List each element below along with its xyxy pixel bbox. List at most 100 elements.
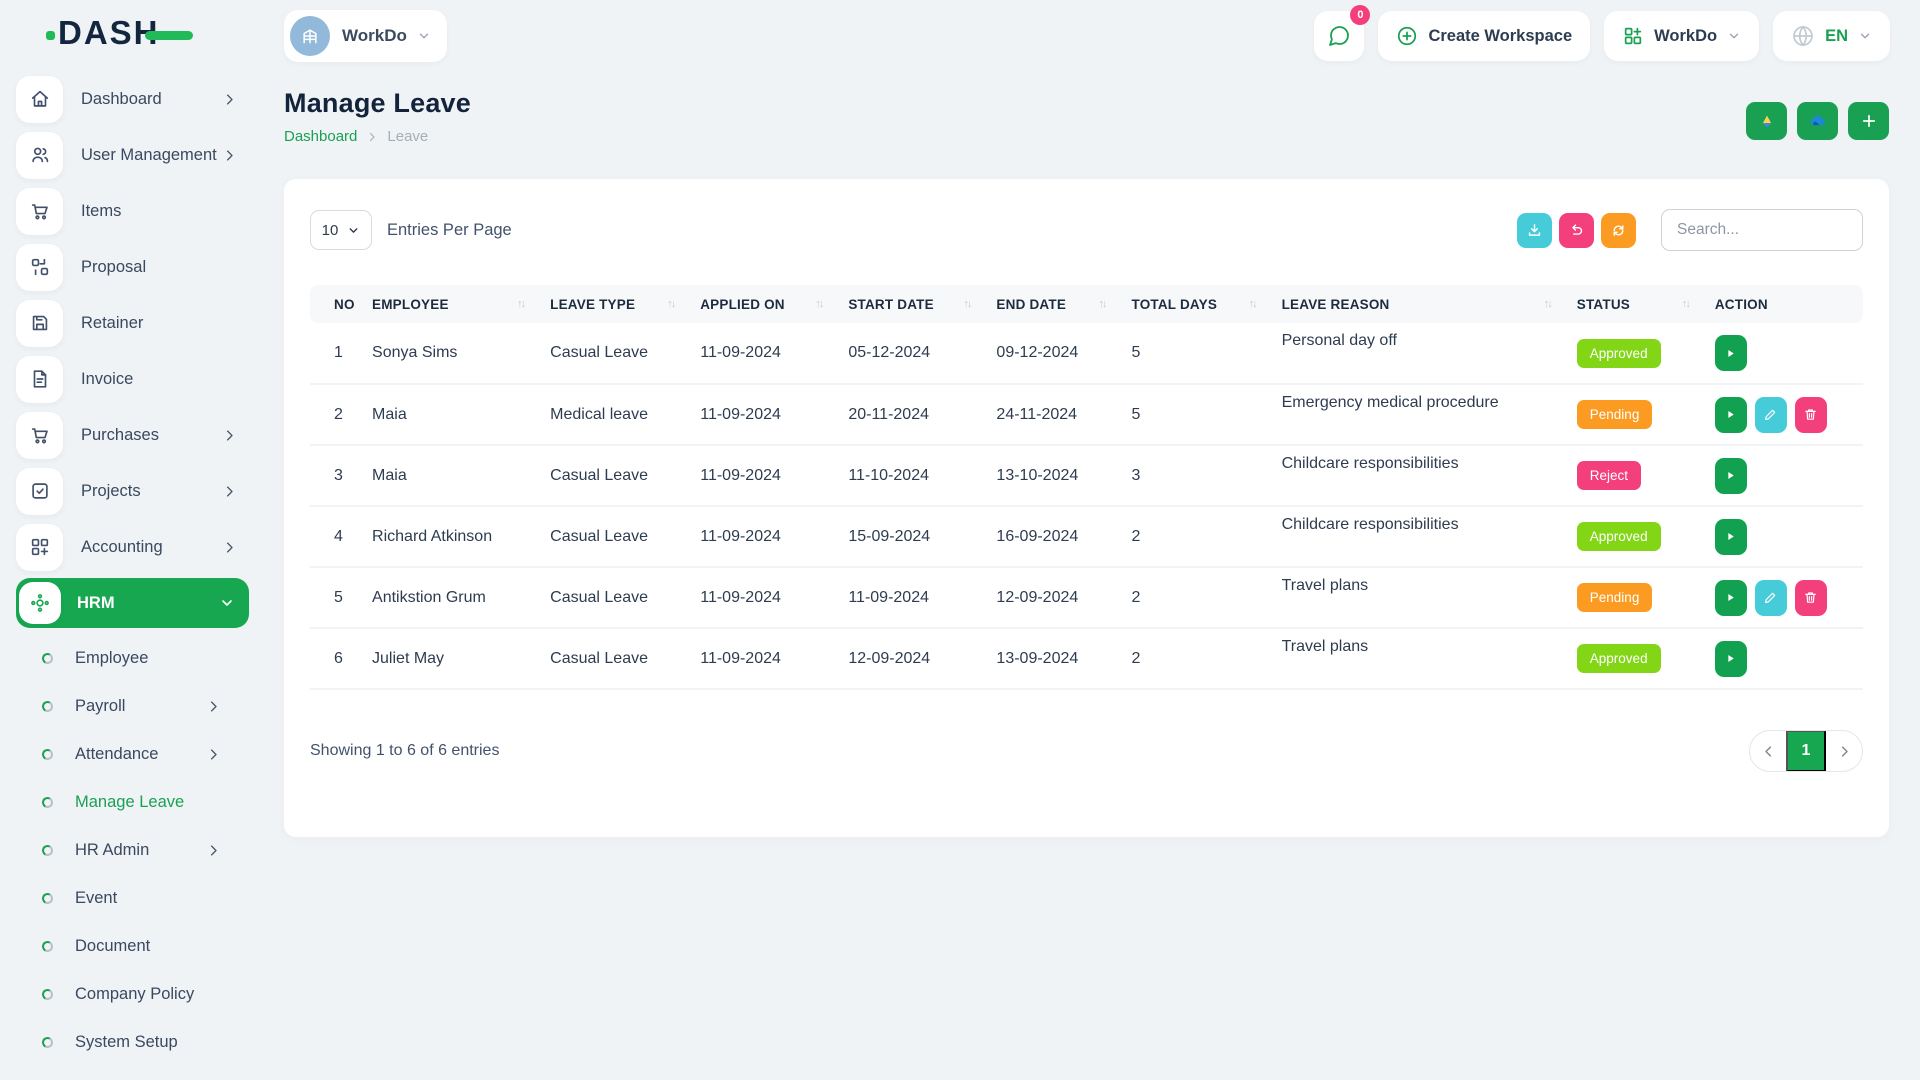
sidebar-item-items[interactable]: Items xyxy=(16,186,249,236)
pagination-next-button[interactable] xyxy=(1826,731,1862,771)
column-header-leave-type[interactable]: LEAVE TYPE ↑↓ xyxy=(538,285,689,323)
entries-per-page-label: Entries Per Page xyxy=(387,220,512,239)
sidebar-item-accounting[interactable]: Accounting xyxy=(16,522,249,572)
table-row: 3 Maia Casual Leave 11-09-2024 11-10-2024 13-… xyxy=(310,445,1863,507)
cell-total-days: 2 xyxy=(1119,506,1270,568)
workdo-menu-button[interactable]: WorkDo xyxy=(1604,11,1760,61)
chevron-right-icon xyxy=(1841,745,1848,757)
sidebar-subitem-system-setup[interactable]: System Setup xyxy=(16,1018,249,1066)
messages-button[interactable]: 0 xyxy=(1314,5,1371,61)
cell-no: 6 xyxy=(310,628,361,690)
cell-status: Pending xyxy=(1564,567,1703,629)
pagination-prev-button[interactable] xyxy=(1750,731,1786,771)
sidebar-item-purchases[interactable]: Purchases xyxy=(16,410,249,460)
onedrive-button[interactable] xyxy=(1797,102,1838,140)
sidebar-subitem-label: System Setup xyxy=(75,1032,178,1051)
cell-applied-on: 11-09-2024 xyxy=(688,567,837,629)
undo-icon xyxy=(1572,223,1583,235)
bullet-dot-icon xyxy=(40,795,55,809)
column-header-status[interactable]: STATUS ↑↓ xyxy=(1564,285,1703,323)
sidebar-subitem-label: Employee xyxy=(75,648,149,667)
view-leave-button[interactable] xyxy=(1714,518,1747,555)
sidebar-subitem-manage-leave[interactable]: Manage Leave xyxy=(16,778,249,826)
column-header-applied-on[interactable]: APPLIED ON ↑↓ xyxy=(688,285,837,323)
cell-no: 5 xyxy=(310,567,361,629)
cell-action xyxy=(1702,384,1863,446)
proposal-icon xyxy=(16,243,63,291)
sort-icon: ↑↓ xyxy=(517,298,526,310)
pencil-icon xyxy=(1763,407,1778,422)
brand-logo: DASH xyxy=(0,0,265,66)
breadcrumb-dashboard-link[interactable]: Dashboard xyxy=(284,128,358,145)
cell-action xyxy=(1702,628,1863,690)
chevron-right-icon xyxy=(222,428,237,443)
edit-leave-button[interactable] xyxy=(1754,396,1787,433)
export-download-button[interactable] xyxy=(1517,212,1552,248)
language-code: EN xyxy=(1825,26,1848,45)
pagination-page-1[interactable]: 1 xyxy=(1786,731,1826,771)
sidebar-subitem-employee[interactable]: Employee xyxy=(16,634,249,682)
sidebar-item-label: Proposal xyxy=(81,257,147,276)
cell-applied-on: 11-09-2024 xyxy=(688,506,837,568)
column-header-leave-reason[interactable]: LEAVE REASON ↑↓ xyxy=(1269,285,1565,323)
refresh-button[interactable] xyxy=(1601,212,1636,248)
sidebar-item-retainer[interactable]: Retainer xyxy=(16,298,249,348)
sidebar-subitem-label: Company Policy xyxy=(75,984,195,1003)
entries-per-page-select[interactable]: 10 xyxy=(310,210,372,250)
cell-employee: Maia xyxy=(360,445,539,507)
sidebar-item-hrm[interactable]: HRM xyxy=(16,578,249,628)
cell-applied-on: 11-09-2024 xyxy=(688,323,837,385)
edit-leave-button[interactable] xyxy=(1754,579,1787,616)
chevron-right-icon xyxy=(366,131,378,143)
sidebar-subitem-company-policy[interactable]: Company Policy xyxy=(16,970,249,1018)
language-selector[interactable]: EN xyxy=(1773,11,1890,61)
sidebar-subitem-payroll[interactable]: Payroll xyxy=(16,682,249,730)
cell-start-date: 12-09-2024 xyxy=(836,628,985,690)
messages-badge: 0 xyxy=(1350,5,1371,25)
sidebar-item-proposal[interactable]: Proposal xyxy=(16,242,249,292)
view-leave-button[interactable] xyxy=(1714,335,1747,371)
breadcrumb: Dashboard Leave xyxy=(284,128,471,145)
delete-leave-button[interactable] xyxy=(1794,396,1827,433)
view-leave-button[interactable] xyxy=(1714,457,1747,494)
column-header-end-date[interactable]: END DATE ↑↓ xyxy=(984,285,1120,323)
view-leave-button[interactable] xyxy=(1714,640,1747,677)
google-drive-button[interactable] xyxy=(1746,102,1787,140)
table-row: 1 Sonya Sims Casual Leave 11-09-2024 05-12-2… xyxy=(310,323,1863,385)
cell-applied-on: 11-09-2024 xyxy=(688,445,837,507)
column-header-employee[interactable]: EMPLOYEE ↑↓ xyxy=(360,285,539,323)
sidebar-item-projects[interactable]: Projects xyxy=(16,466,249,516)
cell-applied-on: 11-09-2024 xyxy=(688,384,837,446)
chevron-right-icon xyxy=(206,747,221,762)
undo-button[interactable] xyxy=(1559,212,1594,248)
sidebar-subitem-attendance[interactable]: Attendance xyxy=(16,730,249,778)
sidebar-item-invoice[interactable]: Invoice xyxy=(16,354,249,404)
logo-bar xyxy=(145,31,193,40)
breadcrumb-current: Leave xyxy=(387,128,429,145)
table-row: 5 Antikstion Grum Casual Leave 11-09-2024 11… xyxy=(310,567,1863,629)
workspace-selector[interactable]: WorkDo xyxy=(284,10,447,62)
bullet-dot-icon xyxy=(40,843,55,857)
sidebar-subitem-hr-admin[interactable]: HR Admin xyxy=(16,826,249,874)
table-row: 6 Juliet May Casual Leave 11-09-2024 12-09-2… xyxy=(310,628,1863,690)
sidebar-item-user-management[interactable]: User Management xyxy=(16,130,249,180)
delete-leave-button[interactable] xyxy=(1794,579,1827,616)
sidebar-subitem-event[interactable]: Event xyxy=(16,874,249,922)
workspace-name: WorkDo xyxy=(342,26,407,45)
cell-start-date: 15-09-2024 xyxy=(836,506,985,568)
play-icon xyxy=(1724,347,1737,360)
view-leave-button[interactable] xyxy=(1714,396,1747,433)
sidebar-subitem-document[interactable]: Document xyxy=(16,922,249,970)
create-workspace-button[interactable]: Create Workspace xyxy=(1378,11,1591,61)
column-header-start-date[interactable]: START DATE ↑↓ xyxy=(836,285,985,323)
entries-per-page-value: 10 xyxy=(321,221,339,239)
showing-entries-text: Showing 1 to 6 of 6 entries xyxy=(310,742,500,759)
sidebar-item-dashboard[interactable]: Dashboard xyxy=(16,74,249,124)
toolbar-buttons xyxy=(1517,209,1863,251)
add-leave-button[interactable] xyxy=(1848,102,1889,140)
column-header-total-days[interactable]: TOTAL DAYS ↑↓ xyxy=(1119,285,1270,323)
view-leave-button[interactable] xyxy=(1714,579,1747,616)
trash-icon xyxy=(1803,590,1818,605)
search-input[interactable] xyxy=(1661,209,1863,251)
users-icon xyxy=(16,131,63,179)
